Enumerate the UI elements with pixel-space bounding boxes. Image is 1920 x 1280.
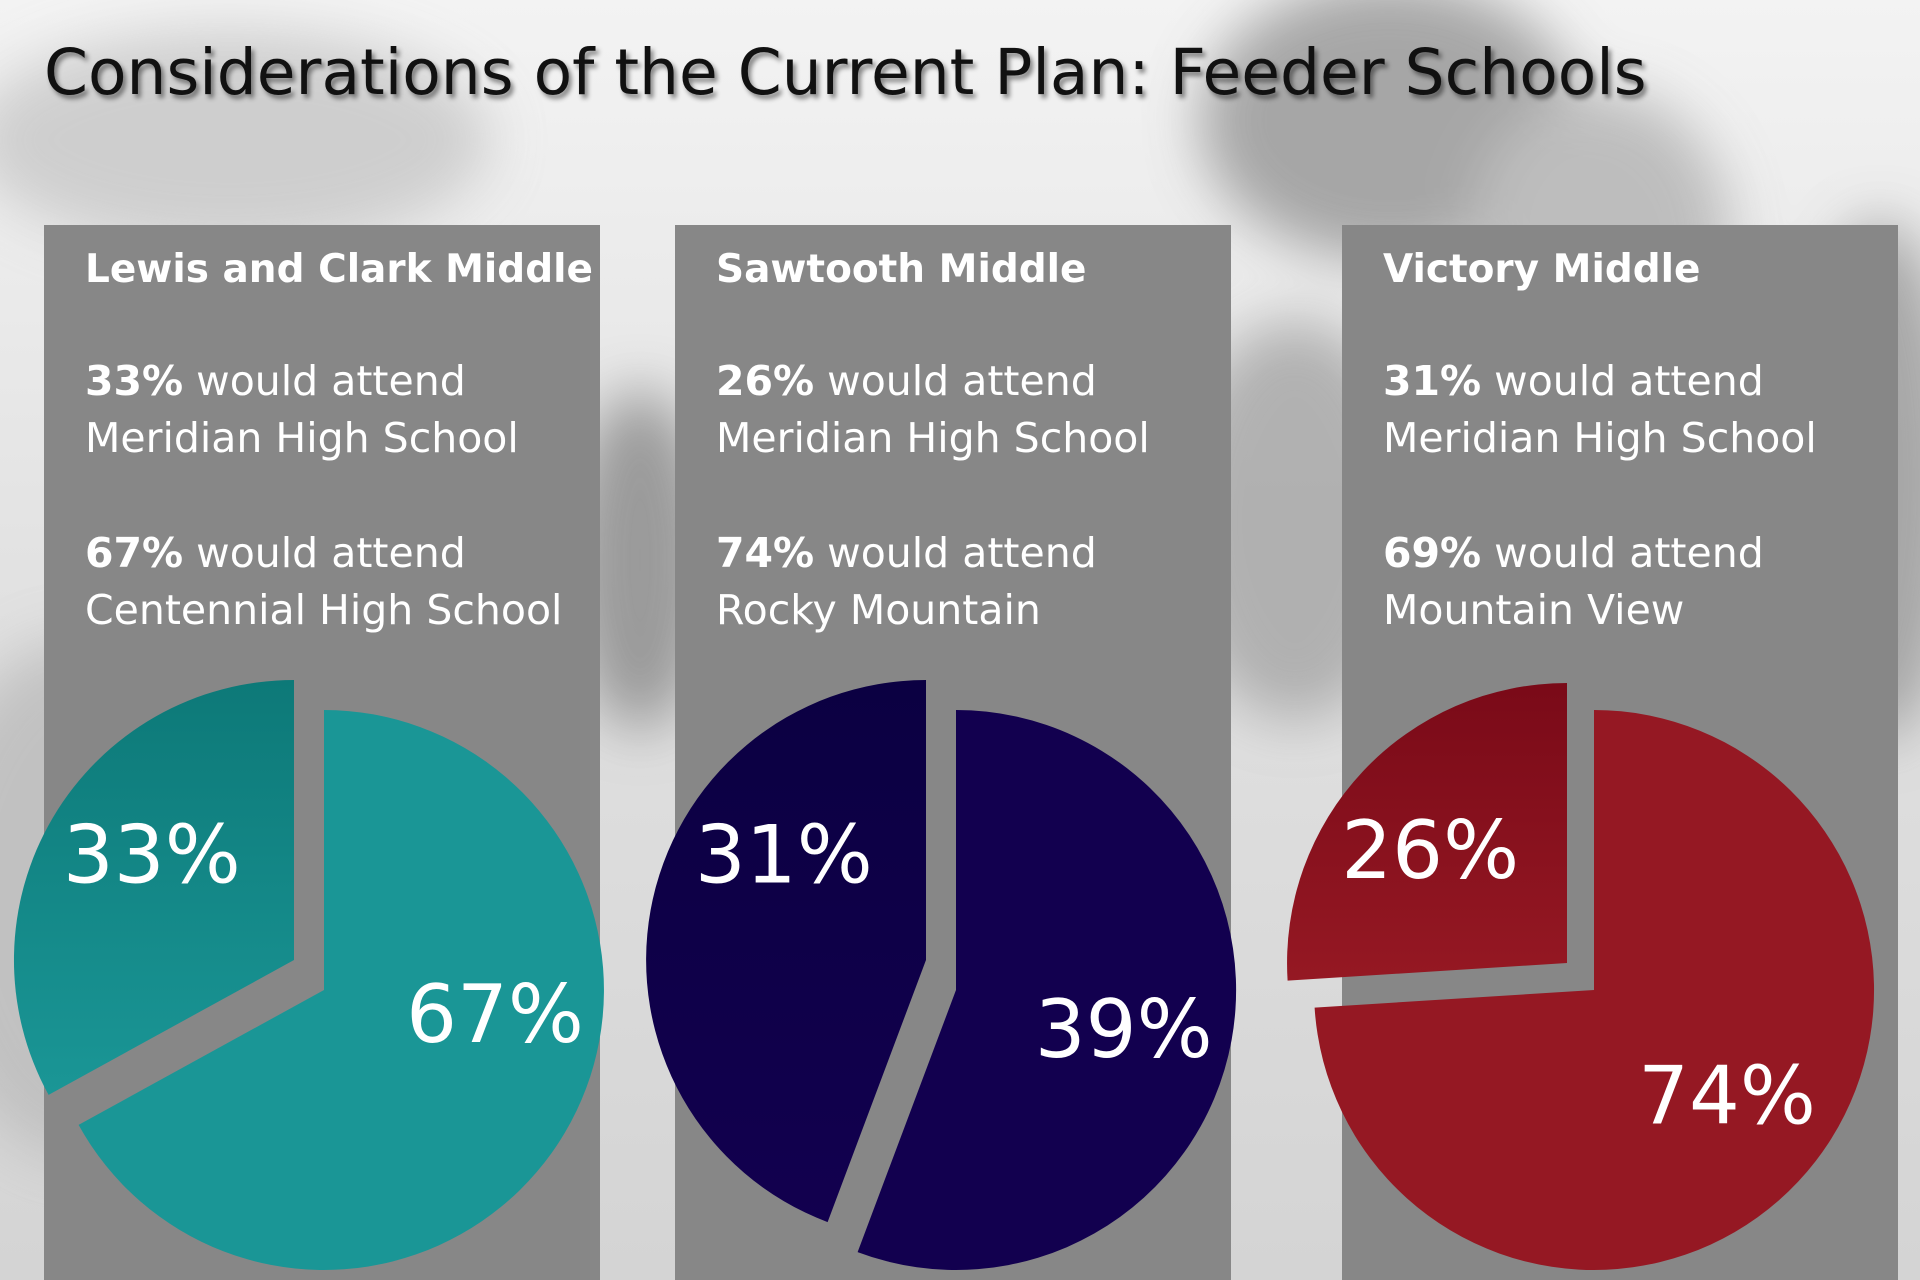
stat-percent: 26% bbox=[716, 357, 815, 405]
stat-school: Meridian High School bbox=[716, 414, 1150, 462]
pie-chart-victory: 26% 74% bbox=[1287, 683, 1875, 1270]
stat-text: would attend bbox=[1481, 529, 1764, 577]
stat-percent: 31% bbox=[1383, 357, 1482, 405]
pie-slice-minor bbox=[13, 680, 294, 1095]
pie-chart-lewis-and-clark: 33% 67% bbox=[13, 680, 604, 1270]
stat-text: would attend bbox=[183, 529, 466, 577]
stat-meridian: 26% would attend Meridian High School bbox=[716, 353, 1150, 467]
stat-school: Meridian High School bbox=[85, 414, 519, 462]
pie-data-label: 31% bbox=[695, 808, 873, 901]
stat-meridian: 33% would attend Meridian High School bbox=[85, 353, 519, 467]
stat-percent: 33% bbox=[85, 357, 184, 405]
pie-data-label: 74% bbox=[1638, 1050, 1816, 1143]
stat-text: would attend bbox=[1481, 357, 1764, 405]
pie-slice-major bbox=[857, 710, 1237, 1270]
pie-slice-major bbox=[1314, 710, 1875, 1270]
stat-percent: 74% bbox=[716, 529, 815, 577]
pie-chart-sawtooth: 31% 39% bbox=[646, 680, 1237, 1270]
stat-school: Mountain View bbox=[1383, 586, 1685, 634]
school-name: Victory Middle bbox=[1383, 247, 1701, 292]
stat-rocky-mountain: 74% would attend Rocky Mountain bbox=[716, 525, 1097, 639]
stat-text: would attend bbox=[814, 529, 1097, 577]
stat-mountain-view: 69% would attend Mountain View bbox=[1383, 525, 1764, 639]
pie-data-label: 26% bbox=[1341, 804, 1519, 897]
pie-slice-major bbox=[78, 710, 604, 1270]
stat-meridian: 31% would attend Meridian High School bbox=[1383, 353, 1817, 467]
stat-school: Centennial High School bbox=[85, 586, 563, 634]
stat-school: Meridian High School bbox=[1383, 414, 1817, 462]
stat-percent: 67% bbox=[85, 529, 184, 577]
school-name: Lewis and Clark Middle bbox=[85, 247, 593, 292]
stat-text: would attend bbox=[814, 357, 1097, 405]
stat-percent: 69% bbox=[1383, 529, 1482, 577]
stat-school: Rocky Mountain bbox=[716, 586, 1041, 634]
page-title: Considerations of the Current Plan: Feed… bbox=[44, 36, 1647, 109]
pie-slice-minor bbox=[646, 680, 926, 1223]
pie-data-label: 33% bbox=[63, 808, 241, 901]
stat-centennial: 67% would attend Centennial High School bbox=[85, 525, 562, 639]
pie-data-label: 67% bbox=[406, 968, 584, 1061]
pie-data-label: 39% bbox=[1035, 983, 1213, 1076]
pie-slice-minor bbox=[1287, 683, 1567, 981]
school-name: Sawtooth Middle bbox=[716, 247, 1087, 292]
stat-text: would attend bbox=[183, 357, 466, 405]
